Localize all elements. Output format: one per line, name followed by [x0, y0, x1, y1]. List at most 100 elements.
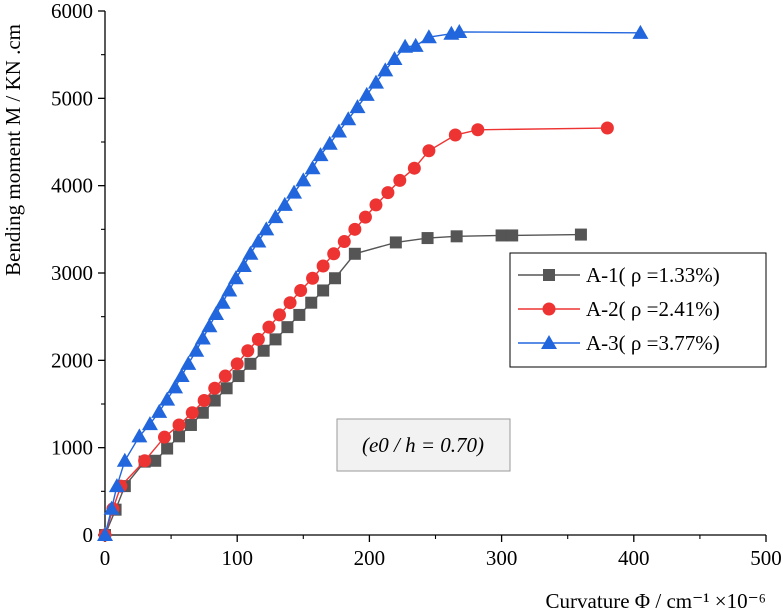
data-point	[293, 308, 306, 321]
data-point	[407, 37, 424, 52]
data-point	[286, 184, 303, 199]
data-point	[471, 123, 485, 137]
data-point	[369, 198, 383, 212]
legend-marker	[542, 302, 556, 316]
annotation-label: (e0 / h = 0.70)	[362, 433, 484, 457]
data-point	[321, 135, 338, 150]
data-point	[138, 454, 152, 468]
data-point	[451, 23, 468, 38]
data-point	[172, 418, 186, 432]
data-point	[448, 128, 462, 142]
x-tick-label: 300	[486, 546, 518, 570]
data-point	[276, 196, 293, 211]
data-point	[283, 296, 297, 310]
data-point	[180, 355, 197, 370]
legend-label: A-1( ρ =1.33%)	[586, 263, 720, 287]
data-point	[149, 454, 162, 467]
y-tick-label: 6000	[51, 0, 93, 23]
data-point	[281, 321, 294, 334]
x-tick-label: 100	[221, 546, 253, 570]
axes: 0 100 200 300 400 500010002000300040005000600…	[51, 0, 782, 570]
data-point	[348, 222, 362, 236]
x-tick-label: 500	[750, 546, 782, 570]
data-point	[116, 452, 133, 467]
legend-item: A-3( ρ =3.77%)	[518, 331, 720, 355]
legend-marker	[543, 269, 555, 281]
data-point	[407, 161, 421, 175]
data-point	[348, 247, 361, 260]
data-point	[108, 478, 125, 493]
x-tick-label: 200	[354, 546, 386, 570]
data-point	[173, 430, 186, 443]
legend-marker	[541, 335, 557, 349]
legend-item: A-2( ρ =2.41%)	[518, 297, 720, 321]
data-point	[218, 369, 232, 383]
data-point	[220, 382, 233, 395]
data-point	[161, 442, 174, 455]
annotation: (e0 / h = 0.70)	[336, 418, 511, 472]
data-point	[196, 406, 209, 419]
legend-label: A-2( ρ =2.41%)	[586, 297, 720, 321]
data-point	[173, 368, 190, 383]
data-point	[316, 259, 330, 273]
data-point	[358, 210, 372, 224]
data-point	[574, 228, 587, 241]
data-point	[349, 99, 366, 114]
data-point	[304, 160, 321, 175]
data-point	[208, 381, 222, 395]
axis-titles: Curvature Φ / cm⁻¹ ×10⁻⁶ Bending moment M…	[1, 24, 766, 612]
data-point	[389, 236, 402, 249]
data-point	[244, 357, 257, 370]
data-point	[103, 500, 120, 515]
data-point	[141, 416, 158, 431]
data-point	[386, 51, 403, 66]
data-point	[151, 403, 168, 418]
data-point	[305, 296, 318, 309]
data-point	[235, 258, 252, 273]
data-point	[221, 282, 238, 297]
data-point	[262, 320, 276, 334]
x-tick-label: 400	[618, 546, 650, 570]
legend-label: A-3( ρ =3.77%)	[586, 331, 720, 355]
data-point	[258, 221, 275, 236]
y-tick-label: 1000	[51, 436, 93, 460]
legend-item: A-1( ρ =1.33%)	[518, 263, 720, 287]
data-point	[230, 357, 244, 371]
data-point	[241, 344, 255, 358]
data-point	[97, 527, 113, 541]
series-2	[98, 121, 614, 542]
data-point	[242, 245, 259, 260]
data-point	[197, 394, 211, 408]
data-point	[422, 144, 436, 158]
data-point	[208, 394, 221, 407]
data-point	[327, 247, 341, 261]
data-point	[185, 406, 199, 420]
data-point	[306, 271, 320, 285]
data-point	[632, 24, 649, 39]
data-point	[600, 121, 614, 135]
data-point	[317, 284, 330, 297]
data-point	[506, 229, 519, 242]
data-point	[421, 232, 434, 245]
data-point	[257, 344, 270, 357]
data-point	[340, 111, 357, 126]
data-point	[393, 173, 407, 187]
data-point	[330, 123, 347, 138]
data-point	[232, 370, 245, 383]
data-point	[201, 318, 218, 333]
data-point	[358, 86, 375, 101]
annotation-box	[336, 418, 511, 472]
legend: A-1( ρ =1.33%) A-2( ρ =2.41%) A-3( ρ =3.77…	[509, 252, 767, 368]
series-layer	[97, 23, 649, 542]
data-point	[377, 62, 394, 77]
data-point	[420, 29, 437, 44]
data-point	[267, 209, 284, 224]
data-point	[227, 270, 244, 285]
series-3	[97, 23, 649, 541]
y-tick-label: 3000	[51, 261, 93, 285]
data-point	[167, 379, 184, 394]
data-point	[397, 38, 414, 53]
data-point	[337, 235, 351, 249]
y-tick-label: 4000	[51, 174, 93, 198]
data-point	[251, 332, 265, 346]
